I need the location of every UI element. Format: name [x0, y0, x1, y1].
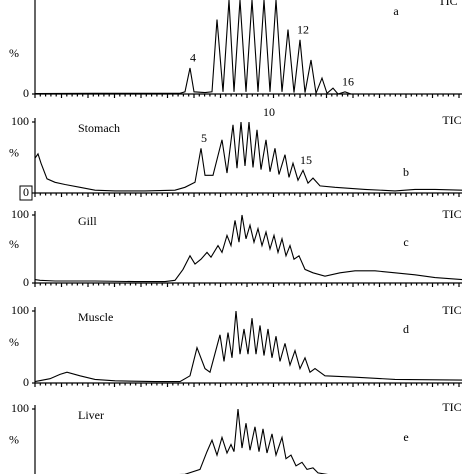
- trace: [34, 0, 462, 96]
- trace: [179, 408, 329, 474]
- y-axis-label: %: [9, 237, 19, 251]
- trace-label: TIC: [438, 0, 457, 8]
- trace-label: TIC: [442, 400, 461, 414]
- y-axis-label: %: [9, 335, 19, 349]
- y-tick-label: 0: [23, 86, 29, 100]
- y-tick-label: 100: [11, 207, 29, 221]
- panel-label: a: [393, 4, 399, 18]
- panel-label: b: [403, 165, 409, 179]
- y-tick-label: 0: [23, 275, 29, 289]
- sample-label: Muscle: [78, 310, 113, 324]
- sample-label: Liver: [78, 408, 104, 422]
- trace-label: TIC: [442, 207, 461, 221]
- peak-label: 10: [263, 105, 275, 119]
- sample-label: Stomach: [78, 121, 120, 135]
- y-tick-label: 100: [11, 401, 29, 415]
- y-tick-label: 0: [23, 185, 29, 199]
- peak-label: 5: [201, 131, 207, 145]
- y-axis-label: %: [9, 432, 19, 446]
- peak-label: 16: [342, 75, 354, 89]
- trace: [34, 214, 463, 283]
- y-tick-label: 100: [11, 114, 29, 128]
- peak-label: 12: [297, 23, 309, 37]
- y-axis-label: %: [9, 145, 19, 159]
- peak-label: 15: [300, 153, 312, 167]
- y-axis-label: %: [9, 46, 19, 60]
- sample-label: Gill: [78, 214, 97, 228]
- panel-label: d: [403, 322, 409, 336]
- trace: [34, 121, 463, 192]
- panel-label: c: [403, 235, 408, 249]
- trace-label: TIC: [442, 303, 461, 317]
- y-tick-label: 100: [11, 303, 29, 317]
- trace: [34, 310, 463, 383]
- tick-box: [19, 185, 33, 201]
- trace-label: TIC: [442, 113, 461, 127]
- peak-label: 4: [190, 51, 196, 65]
- panel-label: e: [403, 430, 408, 444]
- y-tick-label: 0: [23, 375, 29, 389]
